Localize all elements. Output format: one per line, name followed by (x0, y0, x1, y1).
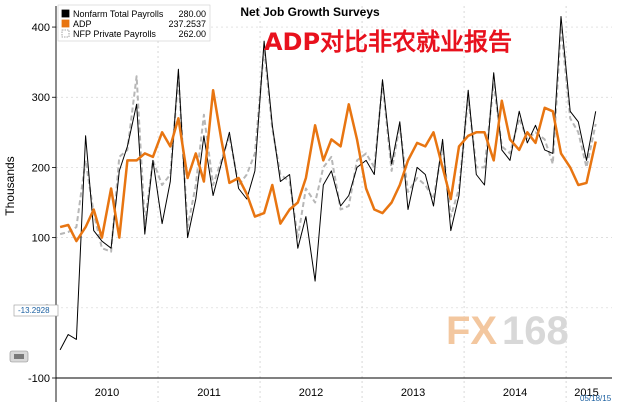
x-year-label: 2010 (95, 387, 119, 399)
series-line-nfp-private-payrolls (59, 26, 597, 253)
series-line-nonfarm-total-payrolls (59, 16, 597, 351)
legend-series-name: NFP Private Payrolls (73, 29, 156, 39)
series-line-adp (59, 88, 597, 243)
y-tick-label: -100 (28, 373, 50, 385)
x-year-label: 2012 (299, 387, 323, 399)
y-tick-label: 400 (32, 22, 50, 34)
legend-swatch (61, 9, 70, 18)
legend-box (57, 4, 211, 42)
legend-series-name: ADP (73, 19, 92, 29)
current-value-marker: -13.2928 (18, 306, 50, 315)
x-year-label: 2015 (574, 387, 598, 399)
series-lines (59, 16, 597, 351)
legend-series-value: 280.00 (178, 9, 206, 19)
legend: Nonfarm Total Payrolls 280.00 ADP 237.2537 N… (57, 4, 211, 42)
legend-series-name: Nonfarm Total Payrolls (73, 9, 164, 19)
x-year-label: 2011 (197, 387, 221, 399)
current-value-box (13, 304, 59, 317)
watermark-fx: FX (446, 309, 497, 353)
toolbar-icon-glyph (14, 354, 24, 359)
y-tick-label: 200 (32, 162, 50, 174)
watermark-number: 168 (502, 309, 569, 353)
y-axis-label: Thousands (3, 156, 17, 215)
date-label: 05/18/15 (580, 394, 612, 403)
legend-series-value: 237.2537 (168, 19, 206, 29)
x-year-label: 2013 (401, 387, 425, 399)
legend-series-value: 262.00 (178, 29, 206, 39)
chart-overlay-title: ADP对比非农就业报告 (264, 28, 512, 56)
x-year-label: 2014 (503, 387, 527, 399)
y-tick-label: 300 (32, 92, 50, 104)
chart-title: Net Job Growth Surveys (240, 5, 380, 19)
y-tick-label: 100 (32, 233, 50, 245)
legend-swatch (61, 29, 70, 38)
legend-swatch (61, 19, 70, 28)
